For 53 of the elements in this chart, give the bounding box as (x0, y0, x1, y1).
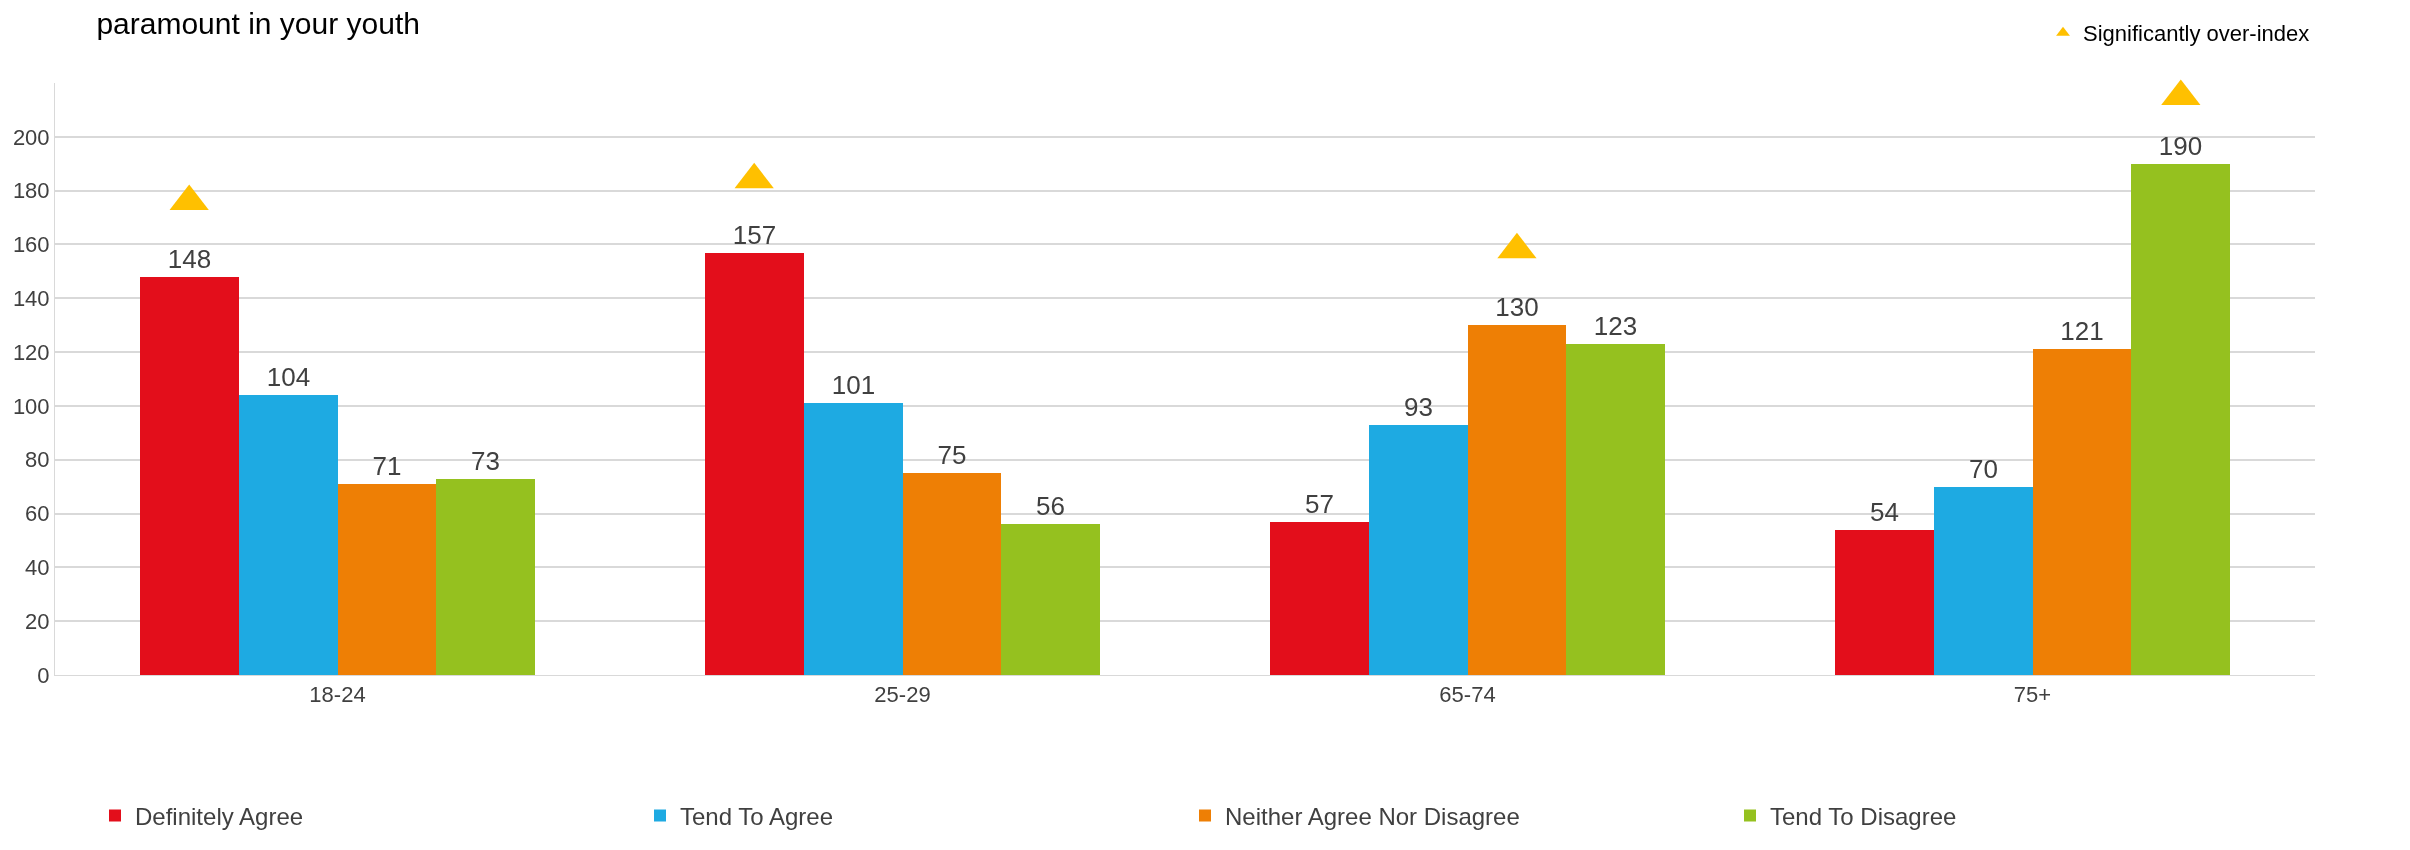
bar (1270, 522, 1369, 675)
data-label: 123 (1593, 311, 1638, 341)
data-label: 71 (372, 451, 402, 481)
bar (705, 253, 804, 675)
y-tick-label: 60 (25, 501, 50, 527)
data-label: 70 (1969, 454, 1998, 484)
y-tick-label: 160 (12, 232, 50, 258)
data-label: 157 (732, 220, 777, 250)
bar (2033, 349, 2131, 675)
data-label: 73 (471, 446, 500, 476)
chart-title: paramount in your youth (96, 6, 420, 40)
x-tick-label: 18-24 (309, 682, 366, 708)
data-label: 56 (1036, 491, 1065, 521)
bar (436, 479, 535, 675)
data-label: 104 (266, 362, 311, 392)
bar (1468, 325, 1566, 675)
legend-label: Tend To Disagree (1770, 802, 1957, 830)
bar (2131, 164, 2230, 675)
bar (239, 395, 338, 675)
x-tick-label: 25-29 (874, 682, 931, 708)
legend-label: Neither Agree Nor Disagree (1225, 802, 1520, 830)
bar (903, 473, 1001, 675)
data-label: 57 (1305, 489, 1334, 519)
x-tick-label: 65-74 (1439, 682, 1496, 708)
data-label: 93 (1404, 392, 1433, 422)
legend-label: Significantly over-index (2083, 21, 2310, 47)
bar (1369, 425, 1468, 675)
data-label: 190 (2158, 131, 2203, 161)
y-tick-label: 0 (37, 662, 50, 688)
bar (1835, 530, 1934, 675)
y-tick-label: 80 (25, 447, 50, 473)
legend-label: Tend To Agree (680, 802, 834, 830)
data-label: 54 (1870, 497, 1899, 527)
data-label: 130 (1495, 292, 1539, 322)
x-tick-label: 75+ (2013, 682, 2052, 708)
y-tick-label: 120 (12, 339, 50, 365)
data-label: 121 (2060, 316, 2104, 346)
bar (1934, 487, 2033, 675)
legend-label: Definitely Agree (135, 802, 304, 830)
bar (338, 484, 436, 675)
data-label: 148 (167, 244, 212, 274)
y-tick-label: 100 (12, 393, 50, 419)
bar (804, 403, 903, 675)
y-tick-label: 40 (25, 555, 50, 581)
y-tick-label: 200 (12, 124, 50, 150)
bar (1001, 524, 1100, 675)
y-tick-label: 140 (12, 285, 50, 311)
data-label: 75 (937, 440, 967, 470)
data-label: 101 (831, 370, 876, 400)
y-tick-label: 20 (25, 608, 50, 634)
bar (140, 277, 239, 675)
y-tick-label: 180 (12, 178, 50, 204)
bar (1566, 344, 1665, 675)
